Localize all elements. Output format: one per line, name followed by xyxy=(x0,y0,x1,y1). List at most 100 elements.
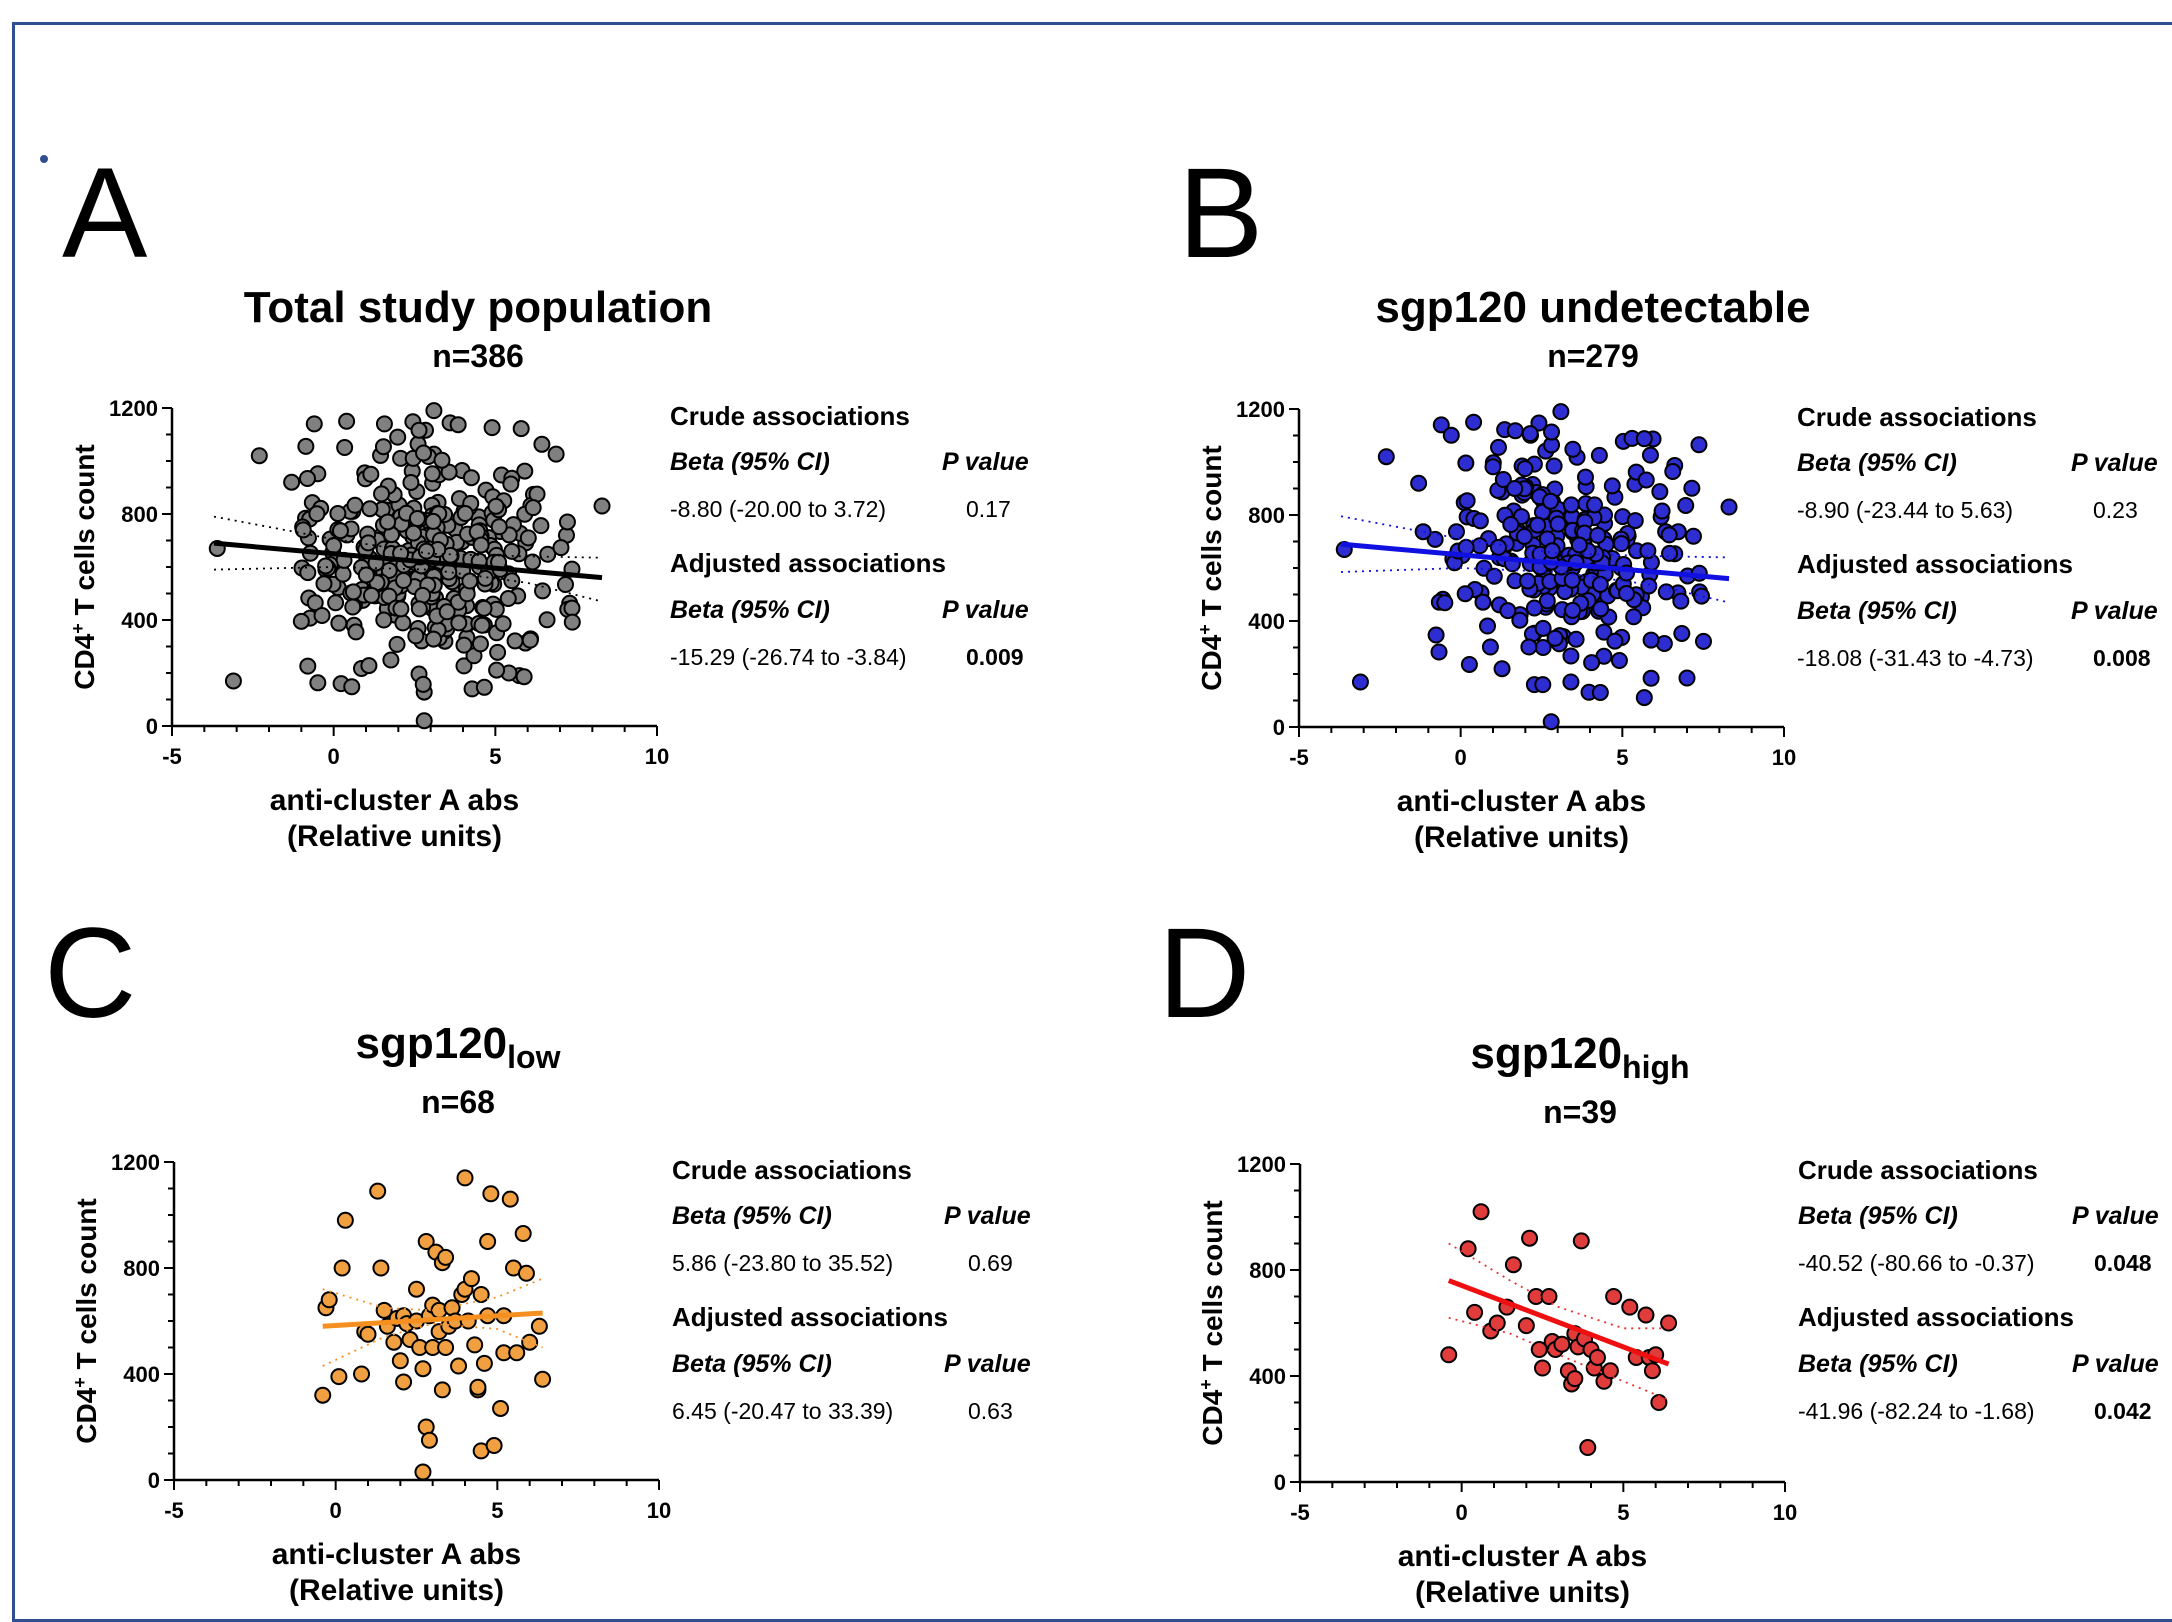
data-point xyxy=(1621,1298,1639,1316)
data-point xyxy=(547,445,565,463)
data-point xyxy=(362,586,380,604)
data-point xyxy=(1436,594,1454,612)
x-tick-label: 0 xyxy=(1456,1500,1468,1525)
data-point xyxy=(1377,448,1395,466)
adjusted-header: Adjusted associations xyxy=(1797,549,2073,579)
y-axis-label: CD4+ T cells count xyxy=(1196,1200,1228,1445)
crude-p: 0.17 xyxy=(966,496,1011,522)
data-point xyxy=(410,600,428,618)
beta-header: Beta (95% CI) xyxy=(1797,597,1957,625)
data-point xyxy=(224,672,242,690)
p-header: P value xyxy=(942,596,1029,624)
y-tick-label: 400 xyxy=(123,1362,160,1387)
data-point xyxy=(1572,1232,1590,1250)
data-point xyxy=(1720,498,1738,516)
plot-title-sub-c: low xyxy=(507,1039,561,1075)
data-point xyxy=(407,627,425,645)
data-point xyxy=(475,678,493,696)
crude-header: Crude associations xyxy=(672,1155,912,1185)
data-point xyxy=(593,497,611,515)
data-point xyxy=(475,599,493,617)
x-tick-label: 10 xyxy=(1772,745,1796,770)
plot-n-c: n=68 xyxy=(421,1084,495,1120)
data-point xyxy=(414,675,432,693)
y-tick-label: 800 xyxy=(121,502,158,527)
crude-header: Crude associations xyxy=(1797,402,2037,432)
data-point xyxy=(1479,617,1497,635)
data-point xyxy=(534,582,552,600)
adjusted-header: Adjusted associations xyxy=(670,548,946,578)
data-point xyxy=(1485,567,1503,585)
data-point xyxy=(1567,630,1585,648)
data-point xyxy=(315,575,333,593)
data-point xyxy=(374,438,392,456)
data-point xyxy=(1562,496,1580,514)
data-point xyxy=(425,402,443,420)
y-tick-label: 400 xyxy=(1249,1364,1286,1389)
data-point xyxy=(492,1399,510,1417)
data-point xyxy=(487,497,505,515)
x-tick-label: -5 xyxy=(1289,745,1309,770)
data-point xyxy=(1591,575,1609,593)
plot-n-d: n=39 xyxy=(1543,1094,1617,1130)
data-point xyxy=(519,529,537,547)
data-point xyxy=(437,1339,455,1356)
data-point xyxy=(469,1378,487,1396)
data-point xyxy=(1564,440,1582,458)
x-tick-label: 10 xyxy=(645,744,669,769)
plot-title-a: Total study population xyxy=(243,283,713,332)
data-point xyxy=(489,643,507,661)
data-point xyxy=(499,590,517,608)
data-point xyxy=(1595,623,1613,641)
scatter-points xyxy=(1335,403,1738,731)
data-point xyxy=(563,599,581,617)
x-axis-label: anti-cluster A abs xyxy=(272,1538,522,1571)
data-point xyxy=(359,534,377,552)
data-point xyxy=(414,1463,432,1481)
data-point xyxy=(372,1259,390,1277)
data-point xyxy=(482,1185,500,1203)
crude-beta: 5.86 (-23.80 to 35.52) xyxy=(672,1250,894,1276)
data-point xyxy=(514,1225,532,1243)
data-point xyxy=(1493,660,1511,678)
y-tick-label: 0 xyxy=(146,714,158,739)
y-axis-label: CD4+ T cells count xyxy=(70,1198,102,1443)
data-point xyxy=(455,657,473,675)
data-point xyxy=(1579,1439,1597,1457)
data-point xyxy=(417,1233,435,1250)
data-point xyxy=(1678,669,1696,687)
data-point xyxy=(1351,673,1369,691)
data-point xyxy=(534,1370,552,1388)
data-point xyxy=(1677,496,1695,514)
data-point xyxy=(338,412,356,430)
data-point xyxy=(375,611,393,629)
data-point xyxy=(298,469,316,487)
data-point xyxy=(1521,1229,1539,1247)
data-point xyxy=(1643,1362,1661,1380)
data-point xyxy=(1465,413,1483,431)
crude-header: Crude associations xyxy=(1798,1155,2038,1185)
data-point xyxy=(532,517,550,535)
crude-beta: -40.52 (-80.66 to -0.37) xyxy=(1798,1250,2035,1276)
data-point xyxy=(437,1248,455,1266)
crude-beta: -8.90 (-23.44 to 5.63) xyxy=(1797,497,2014,523)
data-point xyxy=(1472,1203,1490,1221)
data-point xyxy=(373,485,391,503)
data-point xyxy=(334,565,352,583)
x-tick-label: 0 xyxy=(328,744,340,769)
data-point xyxy=(336,1211,354,1229)
data-point xyxy=(330,614,348,632)
panel-letter-d: D xyxy=(1158,902,1251,1045)
data-point xyxy=(538,611,556,629)
adjusted-beta: -41.96 (-82.24 to -1.68) xyxy=(1798,1398,2035,1424)
data-point xyxy=(329,504,347,522)
data-point xyxy=(1440,1346,1458,1364)
data-point xyxy=(1562,647,1580,665)
data-point xyxy=(1511,611,1529,629)
data-point xyxy=(1673,624,1691,642)
data-point xyxy=(1553,1335,1571,1353)
data-point xyxy=(476,569,494,587)
